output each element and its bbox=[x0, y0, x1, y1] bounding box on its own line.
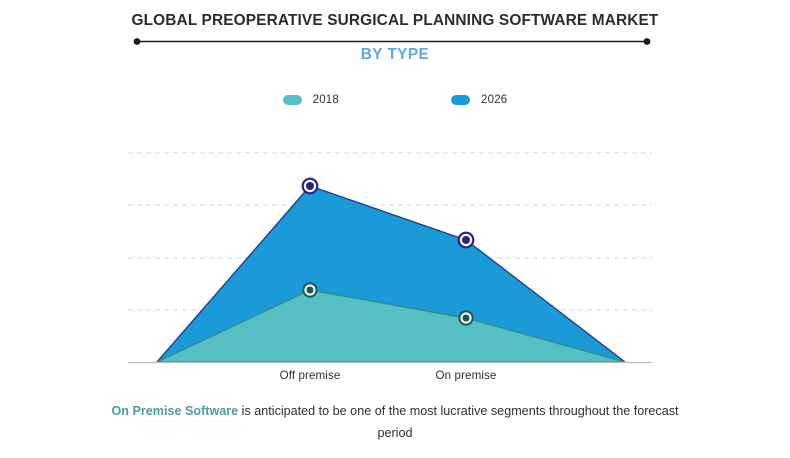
data-point-2018-on-premise[interactable] bbox=[462, 314, 470, 322]
header: GLOBAL PREOPERATIVE SURGICAL PLANNING SO… bbox=[0, 12, 790, 30]
caption-highlight: On Premise Software bbox=[111, 404, 239, 418]
markers-2018 bbox=[302, 282, 474, 326]
data-point-2026-off-premise[interactable] bbox=[306, 182, 314, 190]
area-series-2018 bbox=[156, 289, 626, 363]
marker-outer-2026-on-premise bbox=[457, 231, 475, 249]
legend-item-2026[interactable]: 2026 bbox=[451, 94, 507, 106]
area-series-2026 bbox=[156, 185, 626, 363]
marker-outer-2026-off-premise bbox=[301, 177, 319, 195]
chart-caption: On Premise Software is anticipated to be… bbox=[95, 400, 695, 444]
legend-swatch-icon-2026 bbox=[451, 95, 470, 105]
x-axis-labels: Off premise On premise bbox=[0, 369, 790, 387]
legend-swatch-icon-2018 bbox=[282, 95, 302, 105]
legend-label-2026: 2026 bbox=[481, 94, 508, 106]
marker-ring-2026-off-premise bbox=[303, 179, 317, 193]
markers-2026 bbox=[301, 177, 475, 249]
marker-ring-2018-on-premise bbox=[460, 312, 472, 324]
page-title: GLOBAL PREOPERATIVE SURGICAL PLANNING SO… bbox=[131, 12, 659, 29]
marker-ring-2026-on-premise bbox=[459, 233, 473, 247]
data-point-2026-on-premise[interactable] bbox=[462, 236, 470, 244]
legend-label-2018: 2018 bbox=[312, 94, 339, 106]
legend-item-2018[interactable]: 2018 bbox=[282, 94, 339, 106]
x-axis-label-on-premise: On premise bbox=[435, 369, 497, 382]
rule-dot-right bbox=[643, 38, 651, 45]
gridlines bbox=[128, 152, 652, 311]
marker-outer-2018-off-premise bbox=[302, 282, 318, 298]
marker-ring-2018-off-premise bbox=[304, 284, 316, 296]
x-axis-label-off-premise: Off premise bbox=[279, 369, 341, 382]
title-divider-rule bbox=[133, 38, 651, 45]
chart-legend: 2018 2026 bbox=[0, 94, 790, 106]
rule-dot-left bbox=[133, 38, 141, 45]
data-point-2018-off-premise[interactable] bbox=[306, 286, 314, 294]
page-subtitle: BY TYPE bbox=[360, 46, 430, 63]
caption-body: is anticipated to be one of the most luc… bbox=[238, 404, 679, 440]
marker-outer-2018-on-premise bbox=[458, 310, 474, 326]
